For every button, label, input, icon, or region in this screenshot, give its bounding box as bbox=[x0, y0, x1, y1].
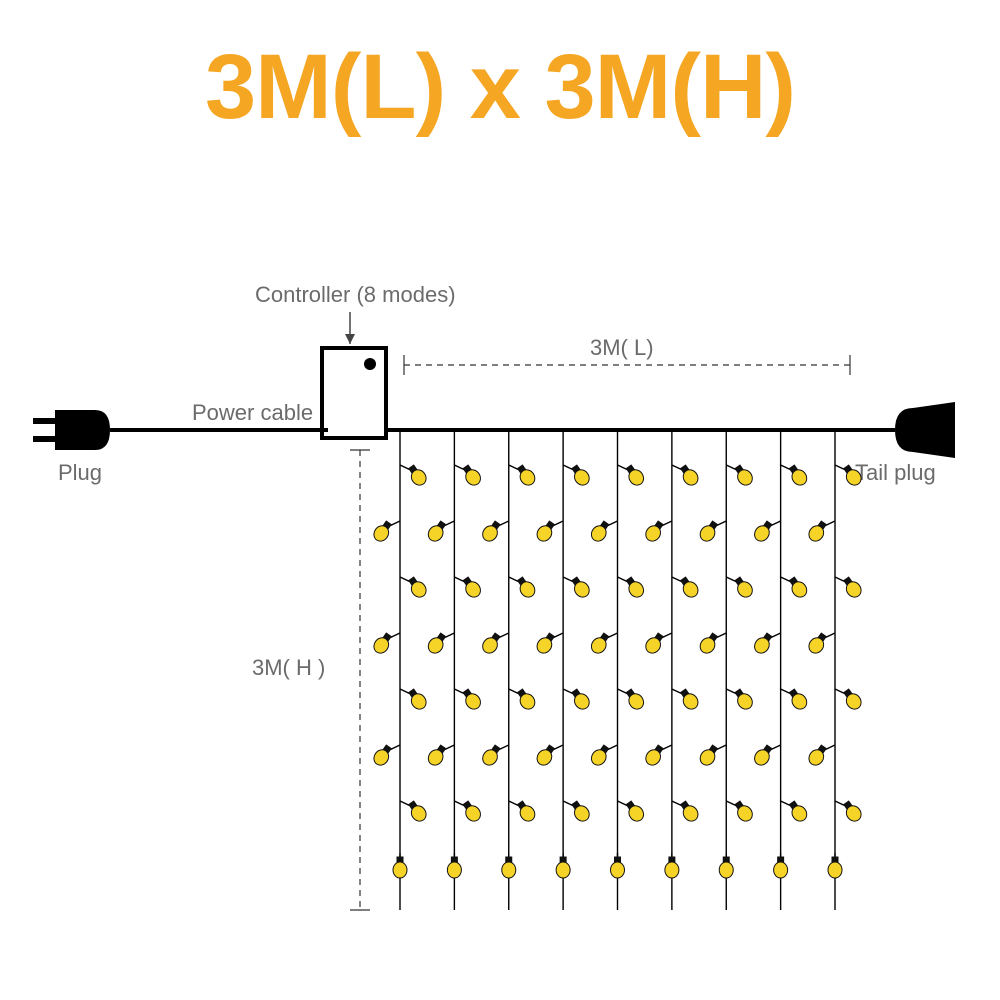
bulb-icon bbox=[514, 463, 538, 488]
bulb-icon bbox=[514, 575, 538, 600]
bulb-icon bbox=[643, 519, 667, 544]
bulb-icon bbox=[406, 463, 430, 488]
bulb-icon bbox=[841, 463, 865, 488]
bulb-icon bbox=[752, 743, 776, 768]
bulb-icon bbox=[371, 519, 395, 544]
bulb-icon bbox=[786, 799, 810, 824]
bulb-icon bbox=[786, 463, 810, 488]
bulb-icon bbox=[774, 857, 788, 878]
bulb-icon bbox=[460, 463, 484, 488]
bulb-icon bbox=[786, 575, 810, 600]
bulb-icon bbox=[643, 631, 667, 656]
bulb-icon bbox=[786, 687, 810, 712]
bulb-icon bbox=[556, 857, 570, 878]
bulb-icon bbox=[697, 743, 721, 768]
controller-icon bbox=[322, 348, 386, 438]
bulb-icon bbox=[371, 631, 395, 656]
bulb-icon bbox=[697, 631, 721, 656]
bulb-icon bbox=[371, 743, 395, 768]
tail-plug-icon bbox=[895, 402, 955, 458]
bulb-icon bbox=[719, 857, 733, 878]
bulb-icon bbox=[623, 575, 647, 600]
bulb-icon bbox=[752, 631, 776, 656]
bulb-icon bbox=[841, 799, 865, 824]
bulb-icon bbox=[677, 463, 701, 488]
bulb-icon bbox=[732, 575, 756, 600]
bulb-icon bbox=[665, 857, 679, 878]
bulb-icon bbox=[425, 743, 449, 768]
bulb-icon bbox=[677, 799, 701, 824]
bulb-icon bbox=[514, 799, 538, 824]
bulb-icon bbox=[697, 519, 721, 544]
bulb-icon bbox=[502, 857, 516, 878]
bulb-icon bbox=[480, 743, 504, 768]
bulb-icon bbox=[569, 463, 593, 488]
bulb-icon bbox=[806, 631, 830, 656]
bulb-icon bbox=[623, 463, 647, 488]
bulb-icon bbox=[569, 687, 593, 712]
bulb-icon bbox=[447, 857, 461, 878]
bulb-icon bbox=[732, 799, 756, 824]
bulb-icon bbox=[406, 575, 430, 600]
bulb-icon bbox=[534, 743, 558, 768]
bulb-icon bbox=[752, 519, 776, 544]
bulb-icon bbox=[460, 575, 484, 600]
bulb-icon bbox=[677, 575, 701, 600]
bulb-icon bbox=[480, 631, 504, 656]
bulb-icon bbox=[732, 463, 756, 488]
bulb-icon bbox=[534, 519, 558, 544]
bulb-icon bbox=[643, 743, 667, 768]
bulb-icon bbox=[588, 743, 612, 768]
bulb-icon bbox=[460, 799, 484, 824]
bulb-icon bbox=[393, 857, 407, 878]
bulb-icon bbox=[460, 687, 484, 712]
bulb-icon bbox=[841, 687, 865, 712]
bulb-icon bbox=[588, 631, 612, 656]
bulb-icon bbox=[534, 631, 558, 656]
bulb-icon bbox=[425, 631, 449, 656]
bulb-icon bbox=[623, 799, 647, 824]
bulb-icon bbox=[677, 687, 701, 712]
bulb-icon bbox=[623, 687, 647, 712]
bulb-icon bbox=[514, 687, 538, 712]
bulb-icon bbox=[406, 799, 430, 824]
bulb-icon bbox=[828, 857, 842, 878]
bulb-icon bbox=[806, 743, 830, 768]
bulb-icon bbox=[425, 519, 449, 544]
bulb-icon bbox=[841, 575, 865, 600]
bulb-icon bbox=[611, 857, 625, 878]
diagram-svg bbox=[0, 0, 1000, 1000]
plug-icon bbox=[33, 410, 110, 450]
bulb-icon bbox=[806, 519, 830, 544]
bulb-icon bbox=[588, 519, 612, 544]
bulb-icon bbox=[480, 519, 504, 544]
bulb-icon bbox=[569, 575, 593, 600]
bulb-icon bbox=[569, 799, 593, 824]
bulb-icon bbox=[406, 687, 430, 712]
bulb-icon bbox=[732, 687, 756, 712]
